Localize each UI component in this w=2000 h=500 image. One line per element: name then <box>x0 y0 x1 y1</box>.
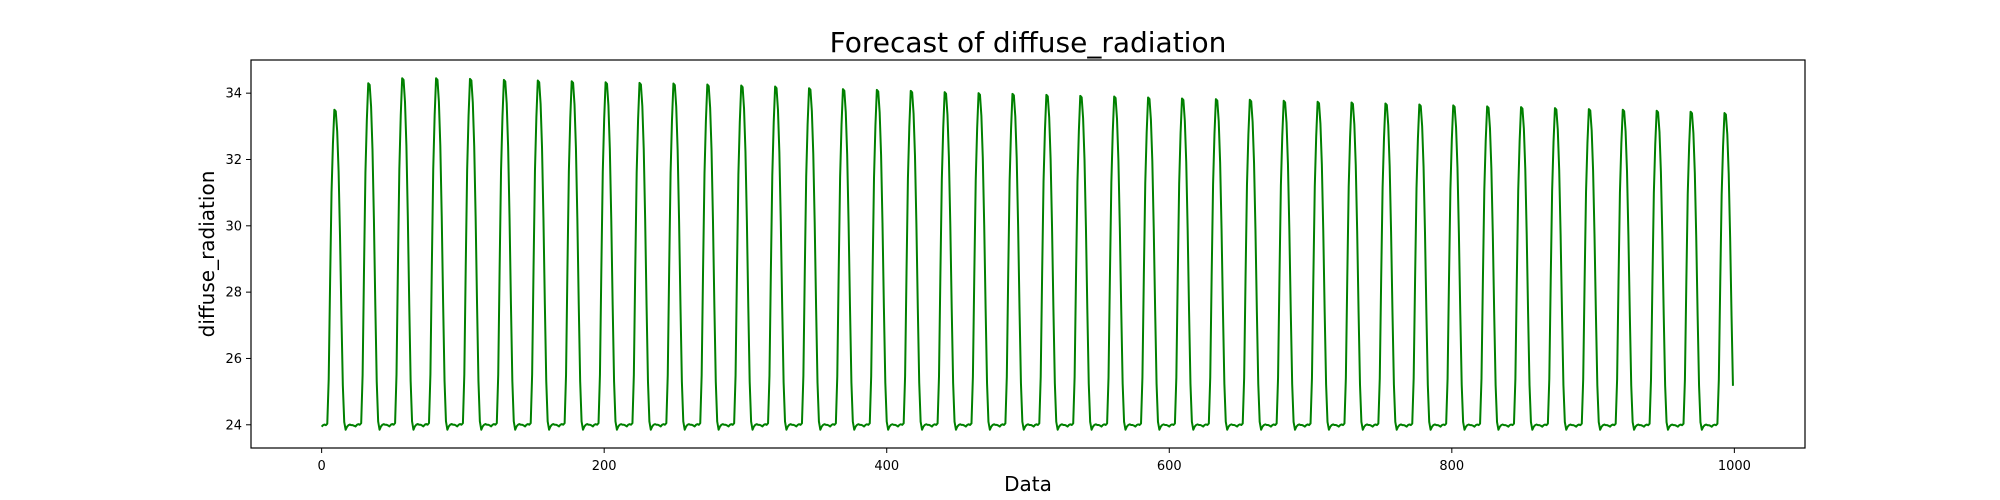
chart-title: Forecast of diffuse_radiation <box>830 26 1227 59</box>
x-tick-label: 200 <box>592 459 617 474</box>
plot-frame <box>250 59 1806 449</box>
x-tick-label: 600 <box>1157 459 1182 474</box>
forecast-line <box>320 77 1734 431</box>
x-tick-label: 400 <box>874 459 899 474</box>
x-tick-label: 1000 <box>1718 459 1751 474</box>
y-tick-label: 28 <box>225 286 242 301</box>
y-tick-label: 30 <box>225 219 242 234</box>
x-tick-label: 800 <box>1439 459 1464 474</box>
y-tick-label: 32 <box>225 153 242 168</box>
y-tick-label: 34 <box>225 87 242 102</box>
y-axis: 24 26 28 30 32 34 <box>225 87 251 433</box>
y-tick-label: 26 <box>225 352 242 367</box>
series-layer <box>320 77 1734 431</box>
x-tick-label: 0 <box>317 459 325 474</box>
y-tick-label: 24 <box>225 418 242 433</box>
x-axis-label: Data <box>1004 472 1052 496</box>
x-axis: 0 200 400 600 800 1000 <box>317 448 1751 474</box>
y-axis-label: diffuse_radiation <box>195 171 219 338</box>
